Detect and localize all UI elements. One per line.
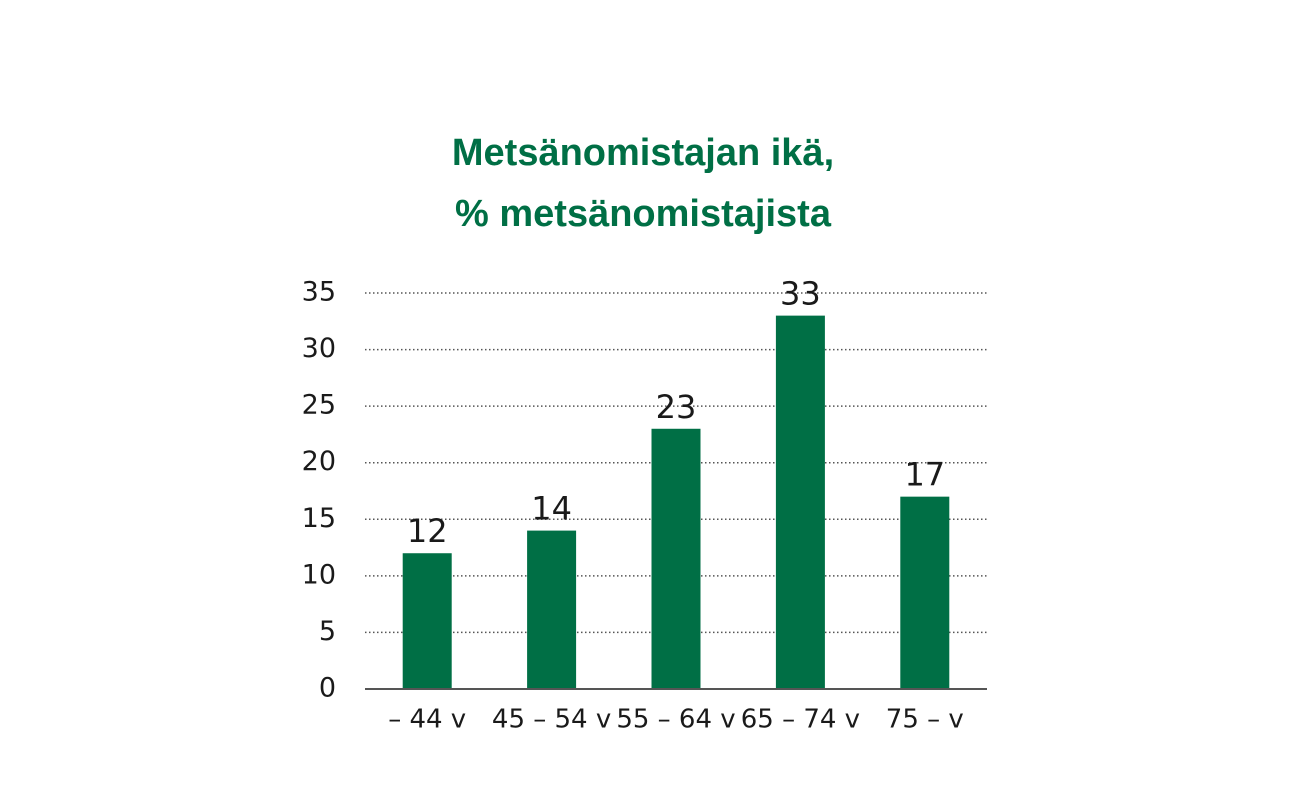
y-tick-label: 10 — [302, 559, 336, 590]
chart-title: % metsänomistajista — [455, 193, 832, 235]
x-tick-label: 75 – v — [886, 705, 964, 735]
y-tick-label: 35 — [302, 277, 336, 308]
y-tick-label: 25 — [302, 390, 336, 421]
y-tick-label: 0 — [319, 673, 336, 704]
x-tick-label: – 44 v — [388, 705, 466, 735]
value-label: 23 — [656, 388, 697, 426]
y-tick-label: 5 — [319, 616, 336, 647]
bar — [900, 496, 950, 689]
bar — [775, 315, 825, 689]
y-tick-label: 15 — [302, 503, 336, 534]
chart-title: Metsänomistajan ikä, — [452, 132, 834, 174]
x-tick-label: 55 – 64 v — [616, 705, 735, 735]
bar — [402, 553, 452, 689]
y-tick-label: 30 — [302, 333, 336, 364]
x-tick-label: 45 – 54 v — [492, 705, 611, 735]
y-tick-label: 20 — [302, 446, 336, 477]
value-label: 14 — [531, 490, 572, 528]
value-label: 12 — [407, 512, 448, 550]
bar — [651, 428, 701, 689]
value-label: 17 — [904, 456, 945, 494]
x-tick-label: 65 – 74 v — [741, 705, 860, 735]
value-label: 33 — [780, 275, 821, 313]
bar — [527, 530, 577, 689]
